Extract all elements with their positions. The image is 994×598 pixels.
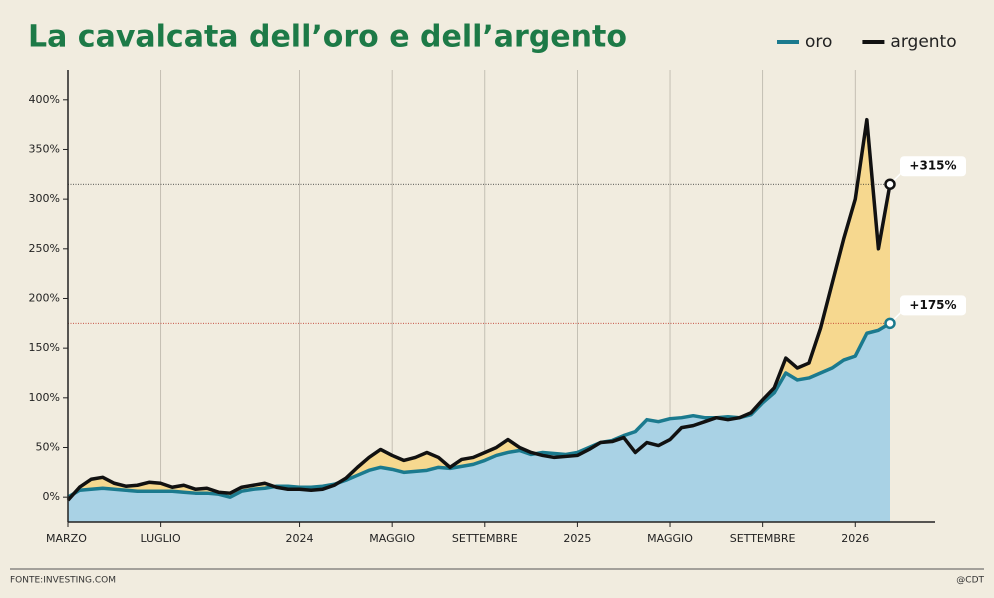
x-tick-label: MARZO (46, 532, 87, 545)
x-tick-label: SETTEMBRE (452, 532, 518, 545)
annotation: +315% (909, 159, 956, 173)
x-tick-label: LUGLIO (141, 532, 182, 545)
silver-line (66, 117, 892, 502)
chart-title: La cavalcata dell’oro e dell’argento (28, 20, 627, 55)
annotation-box (900, 156, 966, 177)
y-tick-label: 150% (29, 341, 60, 354)
x-tick-label: MAGGIO (369, 532, 415, 545)
legend-label: argento (890, 32, 956, 52)
y-tick-label: 300% (29, 192, 60, 205)
y-tick-label: 400% (29, 93, 60, 106)
gold-area (68, 323, 890, 522)
x-tick-label: 2025 (563, 532, 591, 545)
credit: @CDT (956, 576, 984, 586)
y-tick-label: 250% (29, 242, 60, 255)
end-marker (884, 317, 896, 330)
x-tick-label: SETTEMBRE (730, 532, 796, 545)
y-tick-label: 350% (29, 142, 60, 155)
annotation-box (900, 295, 966, 316)
source: FONTE:INVESTING.COM (10, 576, 116, 586)
x-tick-label: 2026 (841, 532, 869, 545)
end-marker (884, 178, 896, 190)
y-tick-label: 100% (29, 391, 60, 404)
legend-label: oro (805, 32, 832, 52)
x-tick-label: 2024 (286, 532, 314, 545)
annotation: +175% (909, 298, 956, 312)
y-tick-label: 0% (43, 490, 60, 503)
y-tick-label: 200% (29, 291, 60, 304)
x-tick-label: MAGGIO (647, 532, 693, 545)
y-tick-label: 50% (36, 440, 60, 453)
